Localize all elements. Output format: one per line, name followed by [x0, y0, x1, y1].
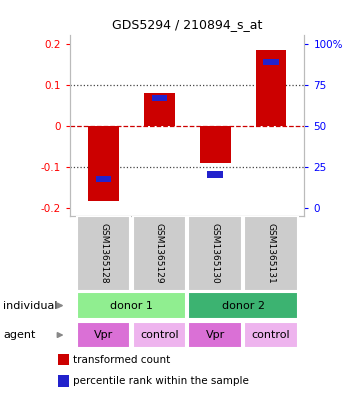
Bar	[188, 216, 242, 291]
Bar	[77, 322, 130, 348]
Text: Vpr: Vpr	[205, 330, 225, 340]
Text: individual: individual	[4, 301, 58, 310]
Text: control: control	[252, 330, 290, 340]
Bar	[96, 176, 111, 182]
Text: transformed count: transformed count	[73, 354, 170, 365]
Bar	[188, 292, 298, 319]
Bar	[57, 354, 69, 365]
Text: donor 2: donor 2	[222, 301, 265, 310]
Text: GSM1365131: GSM1365131	[266, 223, 275, 284]
Text: GSM1365130: GSM1365130	[211, 223, 220, 284]
Bar	[244, 216, 298, 291]
Bar	[244, 322, 298, 348]
Bar	[88, 126, 119, 200]
Bar	[77, 216, 130, 291]
Bar	[57, 375, 69, 387]
Text: donor 1: donor 1	[110, 301, 153, 310]
Text: Vpr: Vpr	[94, 330, 113, 340]
Bar	[77, 292, 186, 319]
Title: GDS5294 / 210894_s_at: GDS5294 / 210894_s_at	[112, 18, 262, 31]
Text: percentile rank within the sample: percentile rank within the sample	[73, 376, 248, 386]
Bar	[263, 59, 279, 65]
Bar	[133, 216, 186, 291]
Text: agent: agent	[4, 330, 36, 340]
Text: GSM1365128: GSM1365128	[99, 223, 108, 284]
Bar	[133, 322, 186, 348]
Text: control: control	[140, 330, 178, 340]
Bar	[208, 171, 223, 178]
Text: GSM1365129: GSM1365129	[155, 223, 164, 284]
Bar	[144, 93, 175, 126]
Bar	[256, 50, 286, 126]
Bar	[152, 95, 167, 101]
Bar	[200, 126, 231, 163]
Bar	[188, 322, 242, 348]
